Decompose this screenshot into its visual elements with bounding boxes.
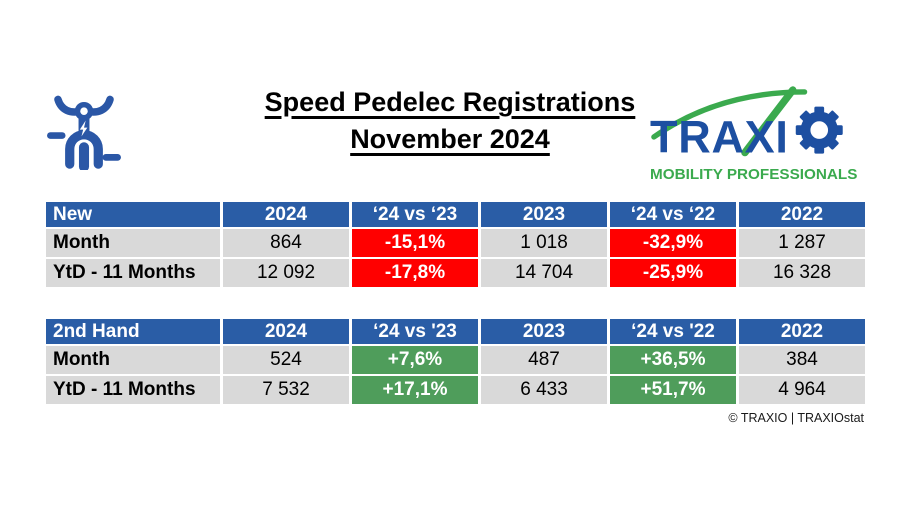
page-title: Speed Pedelec Registrations November 202… — [0, 84, 900, 158]
logo-wordmark: TRAXI — [650, 112, 790, 163]
value-cell: 7 532 — [223, 376, 349, 404]
table-header-row: New 2024 ‘24 vs ‘23 2023 ‘24 vs ‘22 2022 — [46, 202, 865, 227]
speed-pedelec-icon — [47, 95, 121, 170]
swoosh-icon — [651, 86, 808, 157]
table-title-cell: 2nd Hand — [46, 319, 220, 344]
percent-cell: +17,1% — [352, 376, 478, 404]
row-label: YtD - 11 Months — [46, 376, 220, 404]
col-header-24vs23: ‘24 vs ‘23 — [352, 202, 478, 227]
value-cell: 1 287 — [739, 229, 865, 257]
percent-cell: -17,8% — [352, 259, 478, 287]
secondhand-registrations-table: 2nd Hand 2024 ‘24 vs '23 2023 ‘24 vs '22… — [43, 317, 868, 406]
value-cell: 487 — [481, 346, 607, 374]
percent-cell: -25,9% — [610, 259, 736, 287]
row-label: YtD - 11 Months — [46, 259, 220, 287]
percent-cell: -15,1% — [352, 229, 478, 257]
table-header-row: 2nd Hand 2024 ‘24 vs '23 2023 ‘24 vs '22… — [46, 319, 865, 344]
value-cell: 16 328 — [739, 259, 865, 287]
row-label: Month — [46, 229, 220, 257]
title-line2: November 2024 — [350, 124, 550, 154]
col-header-2022: 2022 — [739, 202, 865, 227]
col-header-24vs22: ‘24 vs ‘22 — [610, 202, 736, 227]
value-cell: 14 704 — [481, 259, 607, 287]
value-cell: 524 — [223, 346, 349, 374]
value-cell: 12 092 — [223, 259, 349, 287]
col-header-24vs23: ‘24 vs '23 — [352, 319, 478, 344]
col-header-2024: 2024 — [223, 202, 349, 227]
percent-cell: -32,9% — [610, 229, 736, 257]
table-row: YtD - 11 Months 12 092 -17,8% 14 704 -25… — [46, 259, 865, 287]
row-label: Month — [46, 346, 220, 374]
new-registrations-table: New 2024 ‘24 vs ‘23 2023 ‘24 vs ‘22 2022… — [43, 200, 868, 289]
value-cell: 6 433 — [481, 376, 607, 404]
traxio-logo: TRAXI MOBILITY PROFESSIONALS — [650, 86, 858, 183]
gear-icon — [795, 106, 843, 154]
col-header-24vs22: ‘24 vs '22 — [610, 319, 736, 344]
table-row: YtD - 11 Months 7 532 +17,1% 6 433 +51,7… — [46, 376, 865, 404]
value-cell: 384 — [739, 346, 865, 374]
percent-cell: +51,7% — [610, 376, 736, 404]
table-row: Month 864 -15,1% 1 018 -32,9% 1 287 — [46, 229, 865, 257]
col-header-2024: 2024 — [223, 319, 349, 344]
percent-cell: +36,5% — [610, 346, 736, 374]
lightning-bolt-icon — [79, 120, 88, 137]
title-line1: Speed Pedelec Registrations — [264, 87, 636, 117]
logo-tagline: MOBILITY PROFESSIONALS — [650, 167, 858, 183]
col-header-2022: 2022 — [739, 319, 865, 344]
value-cell: 864 — [223, 229, 349, 257]
table-row: Month 524 +7,6% 487 +36,5% 384 — [46, 346, 865, 374]
col-header-2023: 2023 — [481, 319, 607, 344]
col-header-2023: 2023 — [481, 202, 607, 227]
copyright-text: © TRAXIO | TRAXIOstat — [728, 411, 864, 425]
table-title-cell: New — [46, 202, 220, 227]
value-cell: 1 018 — [481, 229, 607, 257]
percent-cell: +7,6% — [352, 346, 478, 374]
value-cell: 4 964 — [739, 376, 865, 404]
